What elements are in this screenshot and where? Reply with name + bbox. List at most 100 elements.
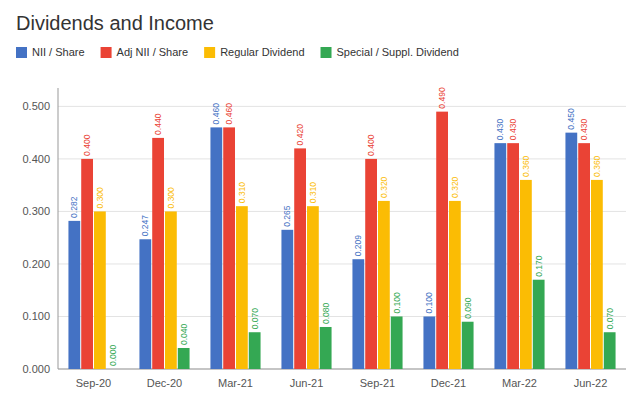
bar — [533, 280, 545, 369]
bar — [565, 133, 577, 369]
data-label: 0.000 — [108, 344, 118, 366]
bar — [520, 180, 532, 369]
data-label: 0.310 — [308, 182, 318, 204]
bar — [423, 316, 435, 369]
bar — [462, 322, 474, 369]
legend-item: Regular Dividend — [204, 46, 304, 58]
y-axis: 0.000 0.100 0.200 0.300 0.400 0.500 — [22, 88, 626, 375]
legend-swatch — [321, 47, 332, 58]
data-label: 0.170 — [534, 255, 544, 277]
x-tick-label: Sep-21 — [360, 377, 395, 389]
y-tick-label: 0.500 — [22, 100, 50, 112]
legend-swatch — [101, 47, 112, 58]
data-label: 0.360 — [592, 155, 602, 177]
data-label: 0.080 — [321, 302, 331, 324]
bar — [152, 138, 164, 369]
legend-label: Adj NII / Share — [117, 46, 189, 58]
bar — [352, 259, 364, 369]
data-label: 0.490 — [437, 87, 447, 109]
bar — [391, 316, 403, 369]
data-label: 0.450 — [566, 108, 576, 130]
x-tick-label: Sep-20 — [76, 377, 111, 389]
x-tick-label: Jun-22 — [574, 377, 608, 389]
data-label: 0.040 — [179, 323, 189, 345]
legend: NII / Share Adj NII / Share Regular Divide… — [16, 46, 459, 58]
data-label: 0.430 — [508, 119, 518, 141]
legend-label: NII / Share — [32, 46, 85, 58]
x-tick-label: Jun-21 — [290, 377, 324, 389]
data-label: 0.420 — [295, 124, 305, 146]
bar — [507, 143, 519, 369]
bar — [365, 159, 377, 369]
bar — [281, 230, 293, 369]
y-axis-line — [58, 88, 59, 369]
bar — [236, 206, 248, 369]
chart: Dividends and Income NII / Share Adj NII /… — [0, 0, 640, 399]
data-label: 0.209 — [353, 235, 363, 257]
x-tick-label: Mar-21 — [218, 377, 253, 389]
bar — [591, 180, 603, 369]
bar — [378, 201, 390, 369]
data-label: 0.320 — [450, 176, 460, 198]
legend-label: Regular Dividend — [220, 46, 304, 58]
data-labels: 0.2820.2470.4600.2650.2090.1000.4300.450… — [69, 87, 614, 366]
bars — [68, 112, 615, 369]
bar — [449, 201, 461, 369]
x-tick-label: Dec-21 — [431, 377, 466, 389]
data-label: 0.460 — [211, 103, 221, 125]
bar — [494, 143, 506, 369]
data-label: 0.320 — [379, 176, 389, 198]
x-tick-label: Mar-22 — [502, 377, 537, 389]
legend-swatch — [16, 47, 27, 58]
bar — [107, 369, 119, 370]
legend-swatch — [204, 47, 215, 58]
y-tick-label: 0.400 — [22, 153, 50, 165]
data-label: 0.430 — [495, 119, 505, 141]
legend-label: Special / Suppl. Dividend — [337, 46, 459, 58]
bar — [223, 127, 235, 369]
y-tick-label: 0.000 — [22, 363, 50, 375]
bar — [436, 112, 448, 369]
data-label: 0.430 — [579, 119, 589, 141]
data-label: 0.300 — [166, 187, 176, 209]
bar — [139, 239, 151, 369]
data-label: 0.247 — [140, 215, 150, 237]
bar — [307, 206, 319, 369]
data-label: 0.282 — [69, 196, 79, 218]
bar — [210, 127, 222, 369]
data-label: 0.100 — [392, 292, 402, 314]
data-label: 0.070 — [250, 308, 260, 330]
data-label: 0.300 — [95, 187, 105, 209]
bar — [320, 327, 332, 369]
bar — [294, 148, 306, 369]
bar — [178, 348, 190, 369]
data-label: 0.070 — [605, 308, 615, 330]
data-label: 0.265 — [282, 205, 292, 227]
data-label: 0.090 — [463, 297, 473, 319]
title: Dividends and Income — [16, 12, 214, 34]
bar — [604, 332, 616, 369]
x-axis: Sep-20 Dec-20 Mar-21 Jun-21 Sep-21 Dec-21 Mar-… — [76, 377, 608, 389]
legend-item: Special / Suppl. Dividend — [321, 46, 459, 58]
legend-item: Adj NII / Share — [101, 46, 189, 58]
bar — [165, 211, 177, 369]
data-label: 0.360 — [521, 155, 531, 177]
data-label: 0.400 — [366, 134, 376, 156]
data-label: 0.310 — [237, 182, 247, 204]
legend-item: NII / Share — [16, 46, 85, 58]
grid-line — [58, 211, 626, 212]
bar — [249, 332, 261, 369]
bar — [81, 159, 93, 369]
data-label: 0.460 — [224, 103, 234, 125]
y-tick-label: 0.200 — [22, 258, 50, 270]
bar — [68, 221, 80, 369]
grid-line — [58, 106, 626, 107]
data-label: 0.100 — [424, 292, 434, 314]
data-label: 0.400 — [82, 134, 92, 156]
grid-line — [58, 158, 626, 159]
y-tick-label: 0.100 — [22, 310, 50, 322]
data-label: 0.440 — [153, 113, 163, 135]
y-tick-label: 0.300 — [22, 205, 50, 217]
bar — [578, 143, 590, 369]
x-tick-label: Dec-20 — [147, 377, 182, 389]
